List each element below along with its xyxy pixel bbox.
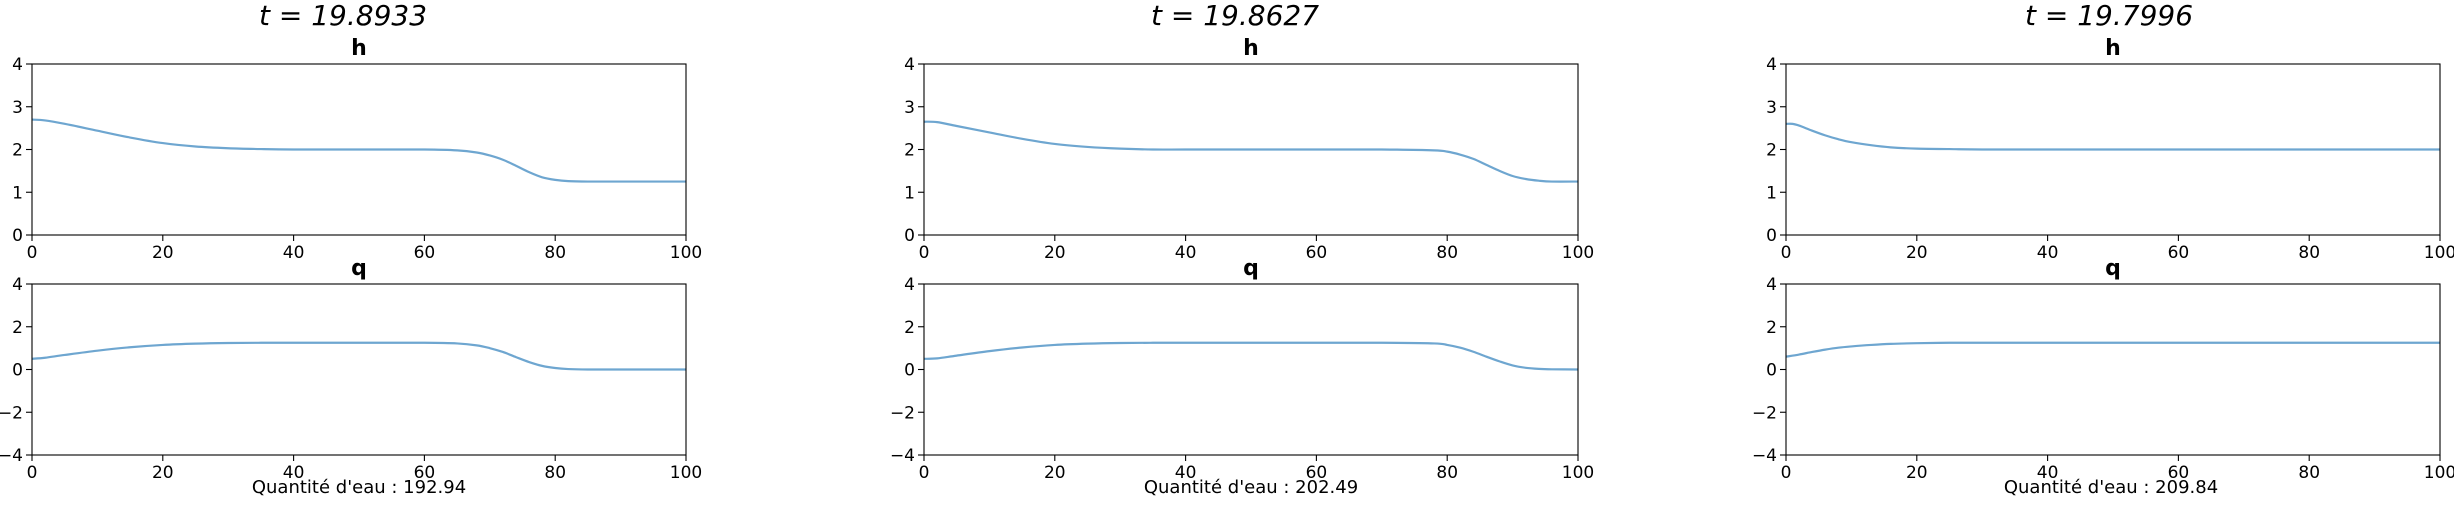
chart-6-xtick-label-4: 80 bbox=[2298, 463, 2320, 483]
chart-5-xtick-label-3: 60 bbox=[2168, 243, 2190, 263]
panel-2-time-title: t = 19.8627 bbox=[1151, 0, 1319, 32]
chart-6-xtick-label-0: 0 bbox=[1781, 463, 1792, 483]
chart-3-xtick-label-3: 60 bbox=[1306, 243, 1328, 263]
chart-4-q-plot: q 0 20 40 60 80 100 −4 −2 0 2 4 bbox=[890, 256, 1594, 483]
chart-5-ytick-label-4: 4 bbox=[1766, 55, 1777, 75]
chart-2-xtick-label-5: 100 bbox=[670, 463, 702, 483]
chart-6-xtick-label-1: 20 bbox=[1906, 463, 1928, 483]
chart-5-xtick-label-2: 40 bbox=[2037, 243, 2059, 263]
chart-6-q-plot: q 0 20 40 60 80 100 −4 −2 0 2 4 bbox=[1752, 256, 2454, 483]
chart-5-h-series-line bbox=[1785, 122, 2440, 151]
chart-5-xtick-label-0: 0 bbox=[1781, 243, 1792, 263]
chart-2-ytick-label-2: 0 bbox=[12, 361, 23, 381]
chart-5-h-plot: h 0 20 40 60 80 100 0 1 2 3 4 bbox=[1766, 36, 2454, 263]
chart-1-ytick-label-4: 4 bbox=[12, 55, 23, 75]
chart-3-xtick-label-5: 100 bbox=[1562, 243, 1594, 263]
chart-4-xtick-label-1: 20 bbox=[1044, 463, 1066, 483]
chart-3-xtick-label-1: 20 bbox=[1044, 243, 1066, 263]
chart-3-xtick-label-0: 0 bbox=[919, 243, 930, 263]
chart-2-xtick-label-1: 20 bbox=[152, 463, 174, 483]
chart-4-ytick-label-1: −2 bbox=[890, 403, 915, 423]
chart-6-ytick-label-0: −4 bbox=[1752, 446, 1777, 466]
chart-6-title: q bbox=[2105, 256, 2121, 281]
chart-4-title: q bbox=[1243, 256, 1259, 281]
chart-6-xtick-label-3: 60 bbox=[2168, 463, 2190, 483]
chart-4-ytick-label-4: 4 bbox=[904, 275, 915, 295]
chart-1-xtick-label-2: 40 bbox=[283, 243, 305, 263]
chart-2-ytick-label-4: 4 bbox=[12, 275, 23, 295]
chart-6-axes-frame bbox=[1785, 283, 2441, 456]
chart-6-xtick-label-5: 100 bbox=[2424, 463, 2454, 483]
chart-2-ytick-label-1: −2 bbox=[0, 403, 23, 423]
chart-4-xtick-label-0: 0 bbox=[919, 463, 930, 483]
chart-4-xtick-label-2: 40 bbox=[1175, 463, 1197, 483]
chart-3-ytick-label-1: 1 bbox=[904, 183, 915, 203]
chart-4-q-series-line bbox=[923, 341, 1579, 371]
chart-3-ytick-label-3: 3 bbox=[904, 98, 915, 118]
chart-6-xtick-label-2: 40 bbox=[2037, 463, 2059, 483]
chart-4-ytick-label-0: −4 bbox=[890, 446, 915, 466]
chart-1-ytick-label-2: 2 bbox=[12, 141, 23, 161]
chart-2-xtick-label-2: 40 bbox=[283, 463, 305, 483]
chart-4-xtick-label-4: 80 bbox=[1436, 463, 1458, 483]
chart-2-ytick-label-3: 2 bbox=[12, 318, 23, 338]
chart-5-axes-frame bbox=[1785, 63, 2441, 236]
chart-2-title: q bbox=[351, 256, 367, 281]
chart-2-axes-frame bbox=[31, 283, 687, 456]
chart-3-title: h bbox=[1243, 36, 1259, 61]
chart-1-h-plot: h 0 20 40 60 80 100 0 1 2 3 4 bbox=[12, 36, 702, 263]
chart-4-axes-frame bbox=[923, 283, 1579, 456]
chart-5-ytick-label-1: 1 bbox=[1766, 183, 1777, 203]
chart-5-ytick-label-0: 0 bbox=[1766, 226, 1777, 246]
chart-3-ytick-label-4: 4 bbox=[904, 55, 915, 75]
chart-6-ytick-label-3: 2 bbox=[1766, 318, 1777, 338]
chart-1-axes-frame bbox=[31, 63, 687, 236]
panel-1-footer: Quantité d'eau : 192.94 bbox=[252, 477, 466, 498]
chart-6-ytick-label-1: −2 bbox=[1752, 403, 1777, 423]
panel-1-time-title: t = 19.8933 bbox=[259, 0, 427, 32]
chart-1-xtick-label-3: 60 bbox=[414, 243, 436, 263]
chart-6-ytick-label-2: 0 bbox=[1766, 361, 1777, 381]
chart-2-xtick-label-4: 80 bbox=[544, 463, 566, 483]
chart-1-xtick-label-4: 80 bbox=[544, 243, 566, 263]
chart-4-ytick-label-3: 2 bbox=[904, 318, 915, 338]
chart-5-ytick-label-3: 3 bbox=[1766, 98, 1777, 118]
chart-1-xtick-label-0: 0 bbox=[27, 243, 38, 263]
chart-1-ytick-label-3: 3 bbox=[12, 98, 23, 118]
chart-3-h-series-line bbox=[923, 120, 1579, 183]
chart-2-q-plot: q 0 20 40 60 80 100 −4 −2 0 2 4 bbox=[0, 256, 702, 483]
chart-3-ytick-label-2: 2 bbox=[904, 141, 915, 161]
chart-1-h-series-line bbox=[31, 118, 686, 183]
chart-2-xtick-label-0: 0 bbox=[27, 463, 38, 483]
panel-2-footer: Quantité d'eau : 202.49 bbox=[1144, 477, 1358, 498]
chart-3-xtick-label-2: 40 bbox=[1175, 243, 1197, 263]
chart-5-xtick-label-1: 20 bbox=[1906, 243, 1928, 263]
chart-1-xtick-label-5: 100 bbox=[670, 243, 702, 263]
chart-5-xtick-label-5: 100 bbox=[2424, 243, 2454, 263]
chart-1-ytick-label-0: 0 bbox=[12, 226, 23, 246]
chart-5-title: h bbox=[2105, 36, 2121, 61]
chart-4-ytick-label-2: 0 bbox=[904, 361, 915, 381]
chart-6-ytick-label-4: 4 bbox=[1766, 275, 1777, 295]
chart-5-ytick-label-2: 2 bbox=[1766, 141, 1777, 161]
chart-3-ytick-label-0: 0 bbox=[904, 226, 915, 246]
chart-2-ytick-label-0: −4 bbox=[0, 446, 23, 466]
chart-2-xtick-label-3: 60 bbox=[414, 463, 436, 483]
chart-1-title: h bbox=[351, 36, 367, 61]
chart-3-h-plot: h 0 20 40 60 80 100 0 1 2 3 4 bbox=[904, 36, 1594, 263]
panel-3-footer: Quantité d'eau : 209.84 bbox=[2004, 477, 2218, 498]
chart-3-xtick-label-4: 80 bbox=[1436, 243, 1458, 263]
panel-3-time-title: t = 19.7996 bbox=[2025, 0, 2193, 32]
chart-4-xtick-label-3: 60 bbox=[1306, 463, 1328, 483]
chart-1-xtick-label-1: 20 bbox=[152, 243, 174, 263]
chart-1-ytick-label-1: 1 bbox=[12, 183, 23, 203]
chart-3-axes-frame bbox=[923, 63, 1579, 236]
chart-5-xtick-label-4: 80 bbox=[2298, 243, 2320, 263]
chart-2-q-series-line bbox=[31, 341, 686, 371]
chart-6-q-series-line bbox=[1785, 341, 2440, 358]
chart-4-xtick-label-5: 100 bbox=[1562, 463, 1594, 483]
